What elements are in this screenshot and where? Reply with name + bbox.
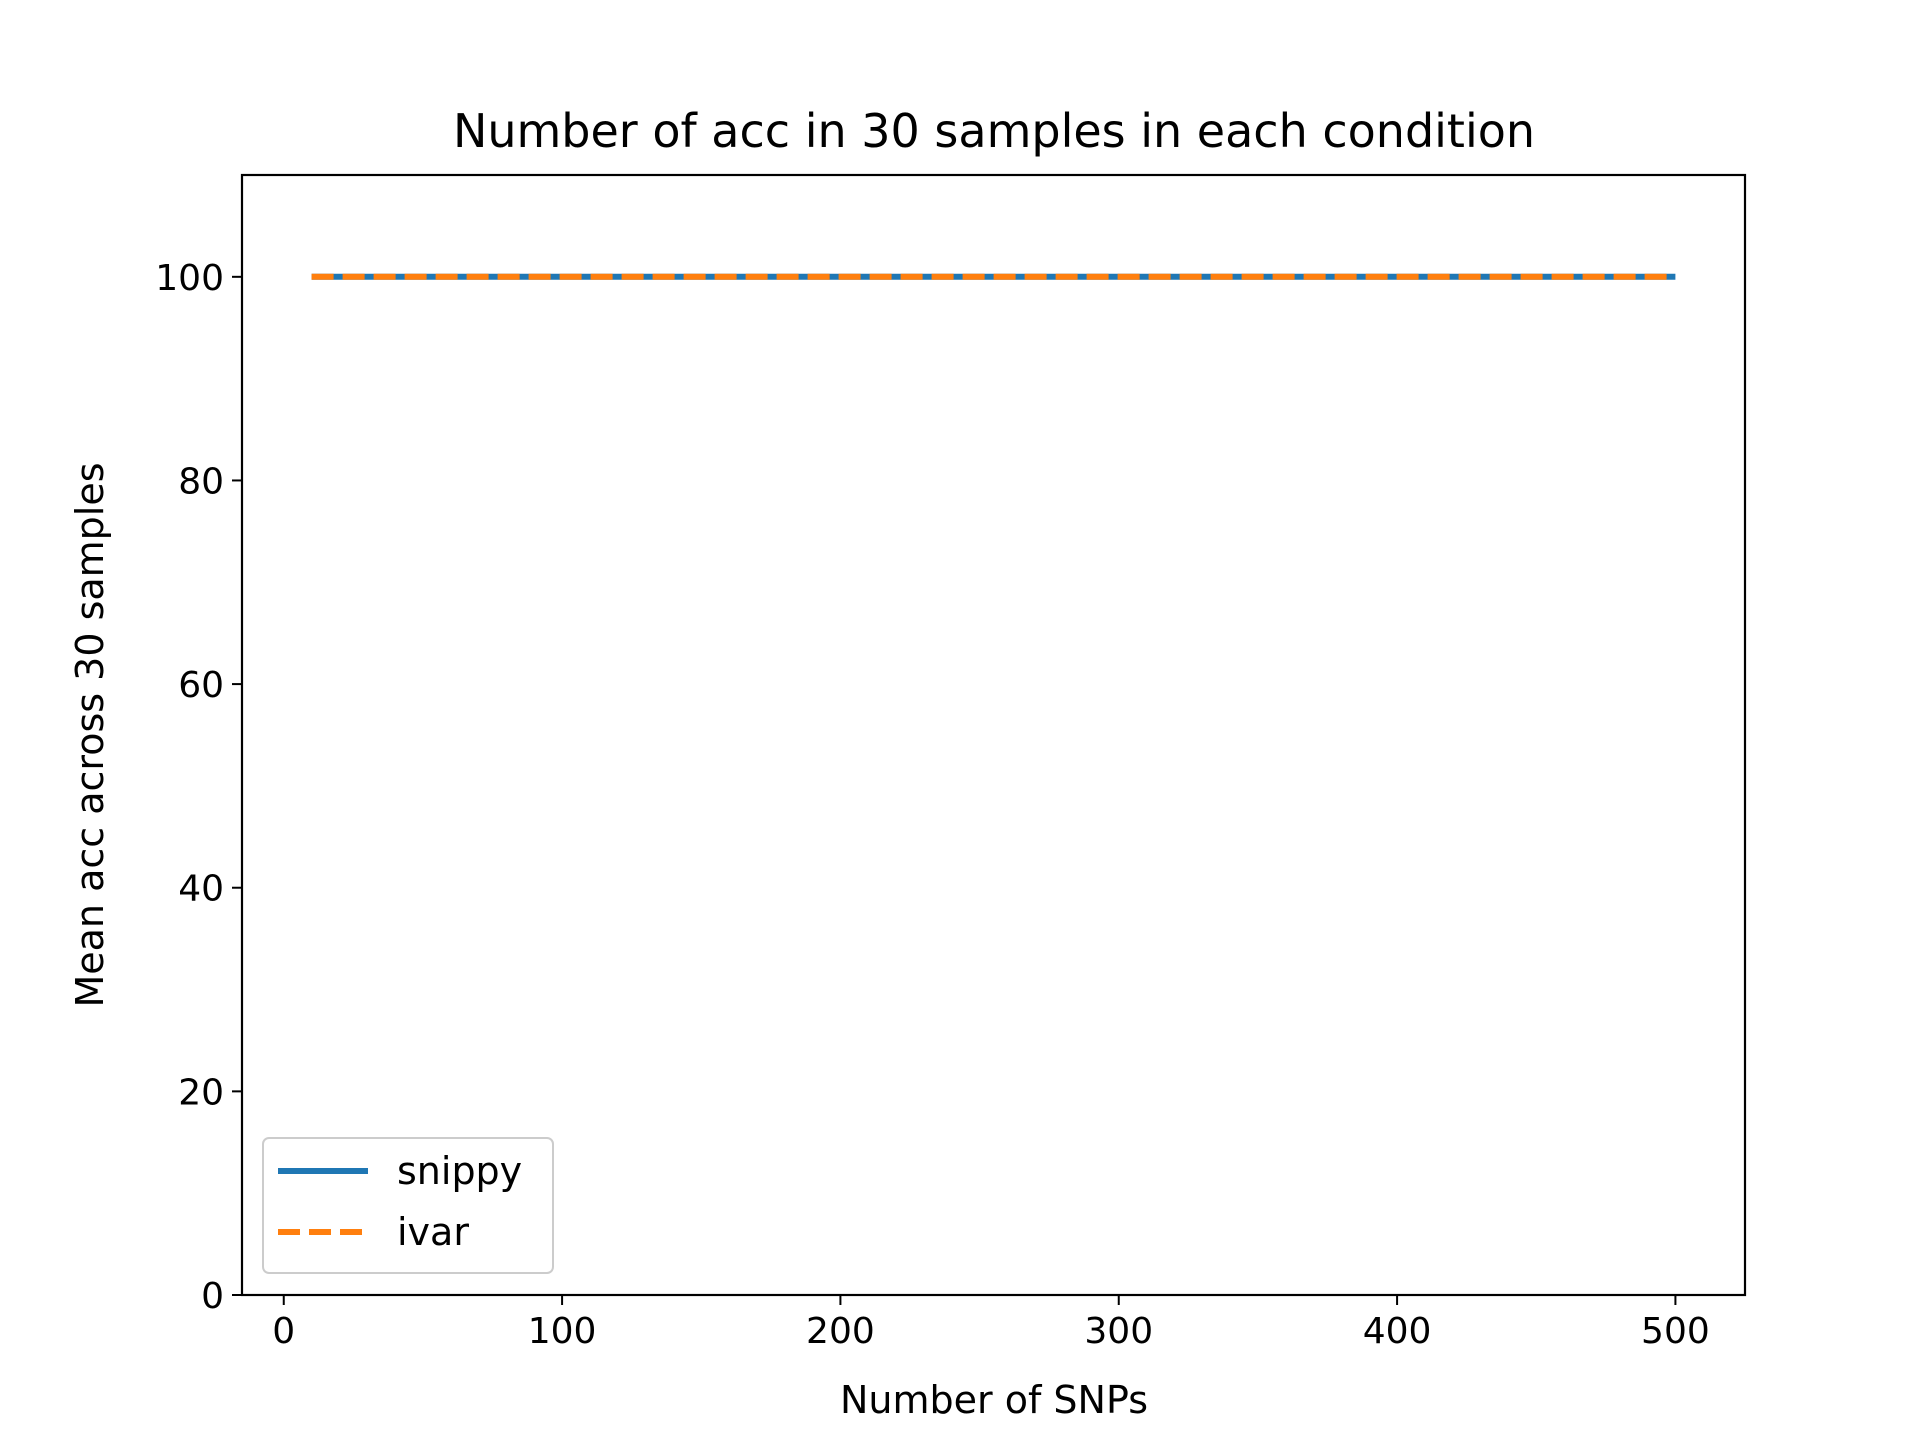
chart-title: Number of acc in 30 samples in each cond…	[453, 104, 1535, 158]
x-tick-label: 500	[1641, 1311, 1710, 1352]
x-tick-label: 0	[272, 1311, 295, 1352]
legend-label-snippy: snippy	[397, 1149, 522, 1193]
x-tick-label: 300	[1084, 1311, 1153, 1352]
y-tick-label: 80	[178, 461, 224, 502]
plot-area	[242, 175, 1745, 1295]
x-tick-label: 200	[806, 1311, 875, 1352]
y-tick-label: 20	[178, 1072, 224, 1113]
legend: snippy ivar	[262, 1137, 554, 1274]
y-tick-label: 0	[201, 1276, 224, 1317]
plot-frame	[240, 173, 1747, 1297]
x-tick-label: 100	[528, 1311, 597, 1352]
y-tick-label: 40	[178, 869, 224, 910]
legend-label-ivar: ivar	[397, 1210, 469, 1254]
y-tick-label: 100	[155, 258, 224, 299]
x-tick-label: 400	[1363, 1311, 1432, 1352]
x-axis: 0 100 200 300 400 500	[272, 1295, 1710, 1352]
y-axis: 0 20 40 60 80 100	[155, 258, 242, 1317]
y-tick-label: 60	[178, 665, 224, 706]
y-axis-label: Mean acc across 30 samples	[68, 462, 112, 1007]
x-axis-label: Number of SNPs	[840, 1378, 1148, 1422]
